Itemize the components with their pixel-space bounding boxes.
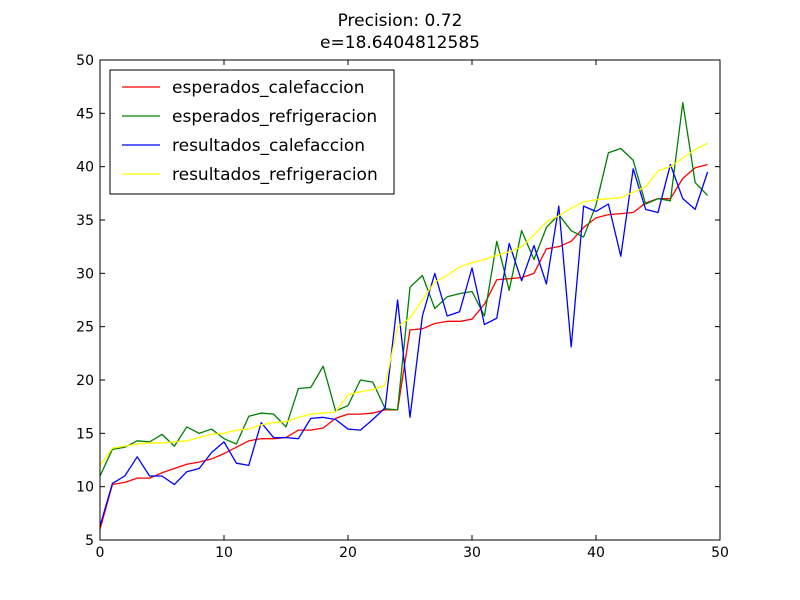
series-line-resultados_refrigeracion [99, 142, 708, 466]
x-tick-label: 20 [339, 545, 357, 561]
x-axis: 0 10 20 30 40 50 [96, 60, 729, 561]
legend-box [109, 69, 395, 195]
x-tick-label: 40 [587, 545, 605, 561]
plot-lines [99, 102, 709, 530]
y-tick-label: 15 [76, 426, 94, 442]
y-tick-label: 40 [76, 160, 94, 176]
y-tick-label: 45 [76, 106, 94, 122]
series-line-esperados_refrigeracion [99, 102, 709, 477]
y-axis: 5 10 15 20 25 30 35 40 45 50 [76, 53, 720, 549]
x-tick-label: 0 [96, 545, 105, 561]
y-tick-label: 25 [76, 320, 94, 336]
legend: esperados_calefaccion esperados_refrigera… [109, 69, 395, 195]
y-tick-label: 20 [76, 373, 94, 389]
y-tick-label: 30 [76, 266, 94, 282]
legend-label-resultados_calefaccion: resultados_calefaccion [172, 136, 365, 156]
legend-label-esperados_calefaccion: esperados_calefaccion [172, 78, 364, 98]
y-tick-label: 35 [76, 213, 94, 229]
y-tick-label: 50 [76, 53, 94, 69]
y-tick-label: 10 [76, 480, 94, 496]
series-line-resultados_calefaccion [99, 163, 709, 527]
plot-frame [99, 59, 721, 541]
chart-subtitle: e=18.6404812585 [320, 33, 480, 53]
x-tick-label: 10 [215, 545, 233, 561]
x-tick-label: 50 [711, 545, 729, 561]
series-line-esperados_calefaccion [99, 163, 708, 530]
legend-label-esperados_refrigeracion: esperados_refrigeracion [172, 107, 377, 127]
chart-title: Precision: 0.72 [338, 11, 463, 31]
y-tick-label: 5 [85, 533, 94, 549]
legend-label-resultados_refrigeracion: resultados_refrigeracion [172, 165, 378, 185]
x-tick-label: 30 [463, 545, 481, 561]
